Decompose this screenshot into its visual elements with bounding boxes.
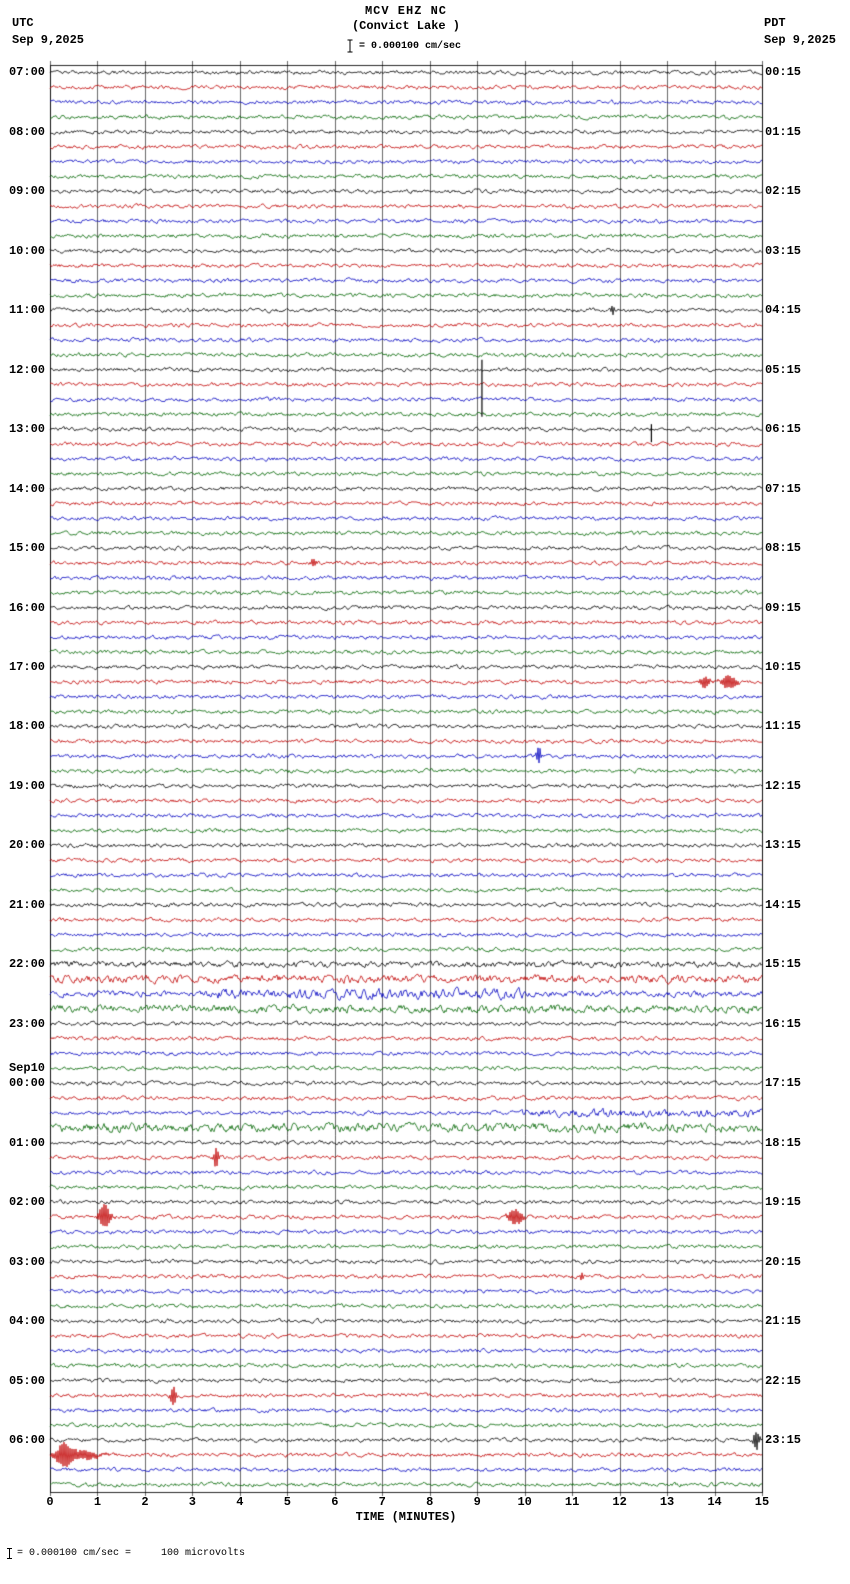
utc-time-label: 17:00 bbox=[8, 660, 45, 675]
amplitude-scale: = 0.000100 cm/sec bbox=[346, 38, 461, 54]
utc-time-label: 03:00 bbox=[8, 1254, 45, 1269]
utc-time-label: 22:00 bbox=[8, 957, 45, 972]
pdt-time-label: 02:15 bbox=[765, 184, 802, 199]
pdt-time-label: 16:15 bbox=[765, 1016, 802, 1031]
x-tick-label: 14 bbox=[707, 1495, 722, 1509]
x-tick-label: 11 bbox=[564, 1495, 580, 1509]
utc-time-label: Sep10 bbox=[8, 1061, 45, 1076]
utc-time-label: 08:00 bbox=[8, 124, 45, 139]
pdt-time-label: 15:15 bbox=[765, 957, 802, 972]
pdt-time-label: 12:15 bbox=[765, 778, 802, 793]
x-tick-label: 12 bbox=[612, 1495, 627, 1509]
utc-time-label: 10:00 bbox=[8, 243, 45, 258]
x-tick-label: 3 bbox=[188, 1495, 196, 1509]
utc-time-label: 18:00 bbox=[8, 719, 45, 734]
utc-time-label: 21:00 bbox=[8, 897, 45, 912]
pdt-time-label: 07:15 bbox=[765, 481, 802, 496]
utc-time-label: 16:00 bbox=[8, 600, 45, 615]
station-title: MCV EHZ NC bbox=[364, 4, 447, 18]
x-tick-label: 1 bbox=[93, 1495, 102, 1509]
pdt-time-label: 14:15 bbox=[765, 897, 802, 912]
utc-time-label: 19:00 bbox=[8, 778, 45, 793]
utc-time-label: 20:00 bbox=[8, 838, 45, 853]
utc-time-label: 07:00 bbox=[8, 65, 45, 80]
utc-time-label: 13:00 bbox=[8, 422, 45, 437]
x-tick-label: 9 bbox=[473, 1495, 481, 1509]
x-tick-label: 2 bbox=[141, 1495, 149, 1509]
x-tick-label: 10 bbox=[517, 1495, 532, 1509]
footer-scale-note: = 0.000100 cm/sec = 100 microvolts bbox=[6, 1547, 245, 1560]
utc-time-label: 15:00 bbox=[8, 541, 45, 556]
pdt-time-label: 05:15 bbox=[765, 362, 802, 377]
utc-time-label: 00:00 bbox=[8, 1076, 45, 1091]
utc-time-label: 09:00 bbox=[8, 184, 45, 199]
pdt-time-label: 19:15 bbox=[765, 1195, 802, 1210]
pdt-time-label: 20:15 bbox=[765, 1254, 802, 1269]
utc-time-label: 14:00 bbox=[8, 481, 45, 496]
pdt-axis-labels: 00:15 01:15 02:15 03:15 04:15 05:15 06:15 07:15… bbox=[765, 0, 849, 1584]
pdt-time-label: 17:15 bbox=[765, 1076, 802, 1091]
x-tick-label: 15 bbox=[754, 1495, 770, 1509]
utc-time-label: 01:00 bbox=[8, 1135, 45, 1150]
pdt-time-label: 00:15 bbox=[765, 65, 802, 80]
pdt-time-label: 18:15 bbox=[765, 1135, 802, 1150]
right-date-label: Sep 9,2025 bbox=[764, 33, 837, 47]
utc-time-label: 06:00 bbox=[8, 1432, 45, 1447]
pdt-time-label: 13:15 bbox=[765, 838, 802, 853]
x-tick-label: 8 bbox=[426, 1495, 434, 1509]
pdt-time-label: 11:15 bbox=[765, 719, 802, 734]
right-timezone-label: PDT bbox=[764, 16, 786, 30]
pdt-time-label: 22:15 bbox=[765, 1373, 802, 1388]
scale-label: = 0.000100 cm/sec bbox=[359, 40, 462, 52]
pdt-time-label: 01:15 bbox=[765, 124, 802, 139]
x-tick-label: 0 bbox=[46, 1495, 54, 1509]
x-axis-title: TIME (MINUTES) bbox=[355, 1510, 457, 1524]
scale-bar-icon bbox=[347, 39, 353, 53]
x-tick-label: 4 bbox=[236, 1495, 244, 1509]
utc-time-label: 02:00 bbox=[8, 1195, 45, 1210]
pdt-time-label: 08:15 bbox=[765, 541, 802, 556]
pdt-time-label: 03:15 bbox=[765, 243, 802, 258]
pdt-time-label: 21:15 bbox=[765, 1314, 802, 1329]
utc-time-label: 23:00 bbox=[8, 1016, 45, 1031]
utc-time-label: 12:00 bbox=[8, 362, 45, 377]
left-timezone-label: UTC bbox=[12, 16, 34, 30]
pdt-time-label: 04:15 bbox=[765, 303, 802, 318]
x-tick-label: 13 bbox=[659, 1495, 675, 1509]
footer-scale-bar-icon bbox=[7, 1548, 12, 1559]
pdt-time-label: 09:15 bbox=[765, 600, 802, 615]
footer-scale-text: = 0.000100 cm/sec = 100 microvolts bbox=[17, 1548, 246, 1559]
station-location: (Convict Lake ) bbox=[351, 19, 461, 33]
utc-time-label: 05:00 bbox=[8, 1373, 45, 1388]
utc-axis-labels: 07:00 08:00 09:00 10:00 11:00 12:00 13:00 14:00… bbox=[0, 0, 47, 1584]
utc-time-label: 11:00 bbox=[8, 303, 45, 318]
left-date-label: Sep 9,2025 bbox=[12, 33, 85, 47]
pdt-time-label: 10:15 bbox=[765, 660, 802, 675]
pdt-time-label: 23:15 bbox=[765, 1432, 802, 1447]
pdt-time-label: 06:15 bbox=[765, 422, 802, 437]
x-tick-label: 7 bbox=[378, 1495, 386, 1509]
x-tick-label: 6 bbox=[331, 1495, 339, 1509]
utc-time-label: 04:00 bbox=[8, 1314, 45, 1329]
x-tick-label: 5 bbox=[283, 1495, 291, 1509]
